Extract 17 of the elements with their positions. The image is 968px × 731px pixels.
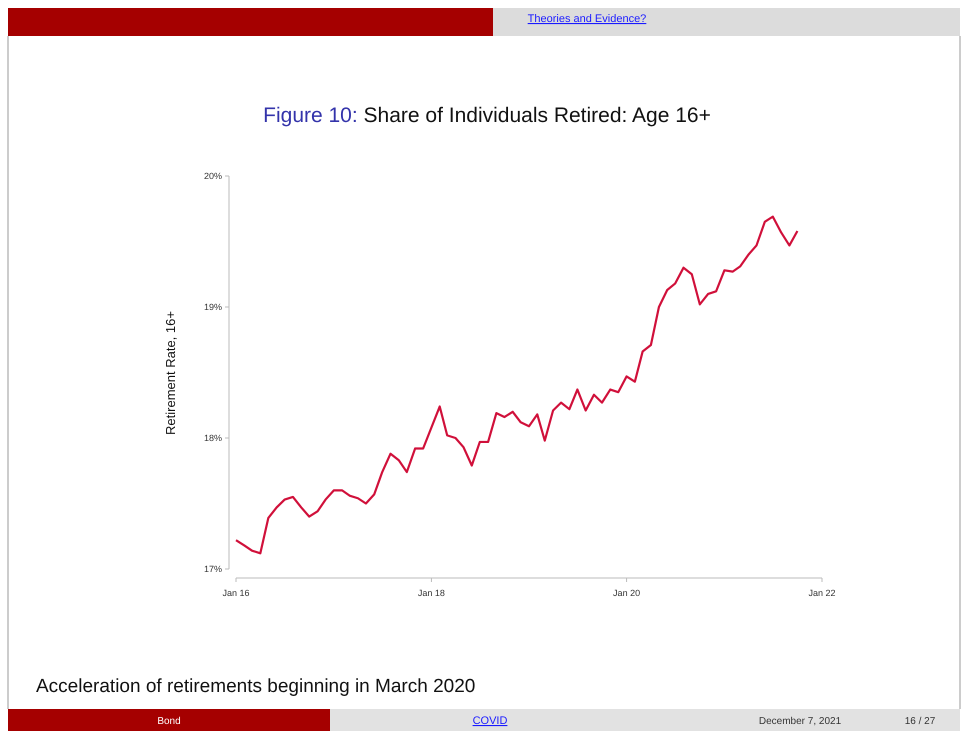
y-axis-title: Retirement Rate, 16+ bbox=[163, 311, 178, 435]
text: Bond bbox=[157, 716, 181, 727]
y-tick-label: 18% bbox=[204, 432, 222, 443]
text: Theories and Evidence? bbox=[528, 13, 646, 25]
x-tick-label: Jan 18 bbox=[418, 588, 445, 598]
line-series bbox=[234, 216, 799, 554]
x-tick-label: Jan 16 bbox=[222, 588, 250, 598]
text: Acceleration of retirements beginning in March 2020 bbox=[36, 676, 476, 697]
x-tick-label: Jan 22 bbox=[808, 588, 836, 598]
chart-title: Figure 10: Share of Individuals Retired: Age 16+ bbox=[263, 104, 711, 127]
text: 16 / 27 bbox=[904, 716, 936, 727]
y-tick-label: 17% bbox=[204, 564, 222, 574]
text: COVID bbox=[472, 715, 508, 727]
text: December 7, 2021 bbox=[758, 716, 842, 727]
y-tick-label: 20% bbox=[204, 170, 222, 181]
y-tick-label: 19% bbox=[204, 302, 222, 312]
x-tick-label: Jan 20 bbox=[613, 588, 640, 598]
